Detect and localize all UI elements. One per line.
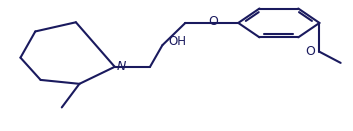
Text: O: O (306, 45, 316, 58)
Text: OH: OH (168, 35, 186, 48)
Text: O: O (209, 15, 219, 28)
Text: N: N (117, 60, 126, 73)
